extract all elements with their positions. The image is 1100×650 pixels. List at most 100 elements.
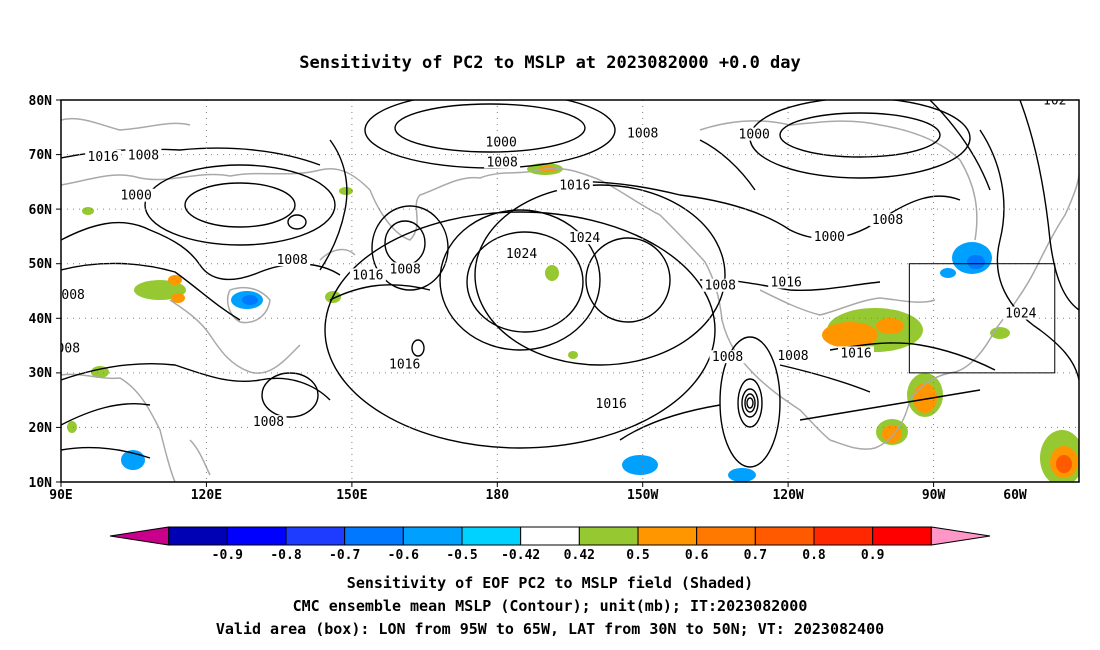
contour-label: 1000 <box>486 136 517 151</box>
colorbar-underflow-triangle <box>109 526 170 546</box>
contour-label: 1024 <box>506 247 537 262</box>
colorbar-label: 0.7 <box>744 548 767 563</box>
contour-label-bg <box>483 135 520 149</box>
contour-label-bg <box>386 357 423 371</box>
caption-line-3: Valid area (box): LON from 95W to 65W, L… <box>216 620 884 638</box>
lon-tick-label: 120W <box>772 488 803 503</box>
contour-label: 1008 <box>705 279 736 294</box>
map-background <box>61 100 1079 482</box>
contour-label: 1008 <box>712 350 743 365</box>
contour-label-bg <box>624 126 661 140</box>
contour-label-bg <box>1002 306 1039 320</box>
lon-tick-label: 180 <box>486 488 510 503</box>
colorbar-swatch <box>402 526 463 546</box>
contour-label-bg <box>387 262 424 276</box>
contour-label: 1024 <box>1005 307 1036 322</box>
lat-tick-label: 60N <box>29 203 53 218</box>
contour-label-bg <box>838 346 875 360</box>
colorbar-label: 0.5 <box>626 548 649 563</box>
colorbar-label: -0.9 <box>212 548 243 563</box>
colorbar-label: 0.42 <box>564 548 595 563</box>
contour-label-bg <box>85 149 122 163</box>
contour-label-bg <box>118 188 155 202</box>
lat-tick-label: 50N <box>29 257 53 272</box>
contour-label-bg <box>811 230 848 244</box>
lat-tick-label: 70N <box>29 148 53 163</box>
contour-label: 1008 <box>54 288 85 303</box>
contour-label: 1008 <box>128 148 159 163</box>
lon-tick-label: 90W <box>922 488 946 503</box>
colorbar-label: -0.5 <box>446 548 477 563</box>
lat-tick-label: 20N <box>29 421 53 436</box>
lon-axis: 90E 120E 150E 180 150W 120W 90W 60W <box>49 482 1027 503</box>
contour-label: 1008 <box>486 155 517 170</box>
map-frame <box>60 99 1080 483</box>
contour-label-bg <box>503 247 540 261</box>
contour-label-bg <box>702 278 739 292</box>
valid-area-box <box>908 263 1056 374</box>
contour-label: 1000 <box>814 230 845 245</box>
colorbar: -0.9 -0.8 -0.7 -0.6 -0.5 -0.42 0.42 0.5 0.6 0.7 0.… <box>109 526 991 563</box>
contour-label: 1016 <box>596 397 627 412</box>
colorbar-label: -0.6 <box>388 548 419 563</box>
coastlines <box>61 118 1079 482</box>
sensitivity-shading <box>67 163 1079 482</box>
colorbar-label: -0.42 <box>501 548 540 563</box>
lat-axis: 80N 70N 60N 50N 40N 30N 20N 10N <box>29 94 61 491</box>
contour-label-bg <box>593 397 630 411</box>
contour-label-bg <box>61 341 83 355</box>
lon-tick-label: 120E <box>191 488 222 503</box>
contour-label-bg <box>250 415 287 429</box>
contour-label: 1016 <box>389 357 420 372</box>
colorbar-swatch <box>344 526 404 546</box>
contour-label-bg <box>556 178 593 192</box>
contour-label-bg <box>1040 100 1069 107</box>
caption-line-2: CMC ensemble mean MSLP (Contour); unit(m… <box>293 597 808 615</box>
contour-label: 1000 <box>739 128 770 143</box>
colorbar-swatch <box>285 526 346 546</box>
contour-label-bg <box>125 148 162 162</box>
contour-label: 1016 <box>559 178 590 193</box>
contour-label: 1008 <box>872 213 903 228</box>
contour-label-bg <box>736 127 773 141</box>
lon-tick-label: 60W <box>1003 488 1027 503</box>
contour-label: 1008 <box>390 262 421 277</box>
map-panel: 1000 1000 1000 1008 1008 1016 1008 1016 1024 1024… <box>49 94 1080 483</box>
contour-label: 1008 <box>49 341 80 356</box>
lat-tick-label: 30N <box>29 366 53 381</box>
colorbar-swatch <box>578 526 639 546</box>
colorbar-swatch <box>637 526 698 546</box>
graticule <box>61 100 1079 482</box>
contour-label: 1016 <box>840 346 871 361</box>
colorbar-swatch <box>226 526 287 546</box>
colorbar-swatch <box>754 526 815 546</box>
contour-label-bg <box>774 349 811 363</box>
contour-label-bg <box>566 231 603 245</box>
colorbar-swatch <box>168 526 228 546</box>
colorbar-swatch <box>872 526 932 546</box>
contour-label-bg <box>768 275 805 289</box>
colorbar-label: -0.7 <box>329 548 360 563</box>
contour-label-bg <box>349 268 386 282</box>
contour-label: 1024 <box>569 231 600 246</box>
lon-tick-label: 150W <box>627 488 658 503</box>
lon-tick-label: 150E <box>336 488 367 503</box>
contour-label: 1016 <box>771 275 802 290</box>
contour-label: 1008 <box>627 126 658 141</box>
colorbar-swatch <box>696 526 756 546</box>
contour-label: 102 <box>1043 94 1066 109</box>
contour-label-bg <box>61 288 88 302</box>
contour-label: 1016 <box>88 150 119 165</box>
lat-tick-label: 10N <box>29 476 53 491</box>
lat-tick-label: 40N <box>29 312 53 327</box>
lon-tick-label: 90E <box>49 488 72 503</box>
contour-label: 1000 <box>120 189 151 204</box>
contour-label-bg <box>484 155 521 169</box>
contour-label-bg <box>274 253 311 267</box>
colorbar-label: -0.8 <box>270 548 301 563</box>
plot-title: Sensitivity of PC2 to MSLP at 2023082000… <box>299 53 801 73</box>
contour-labels: 1000 1000 1000 1008 1008 1016 1008 1016 1024 1024… <box>49 94 1069 430</box>
lat-tick-label: 80N <box>29 94 53 109</box>
contour-label: 1008 <box>777 349 808 364</box>
